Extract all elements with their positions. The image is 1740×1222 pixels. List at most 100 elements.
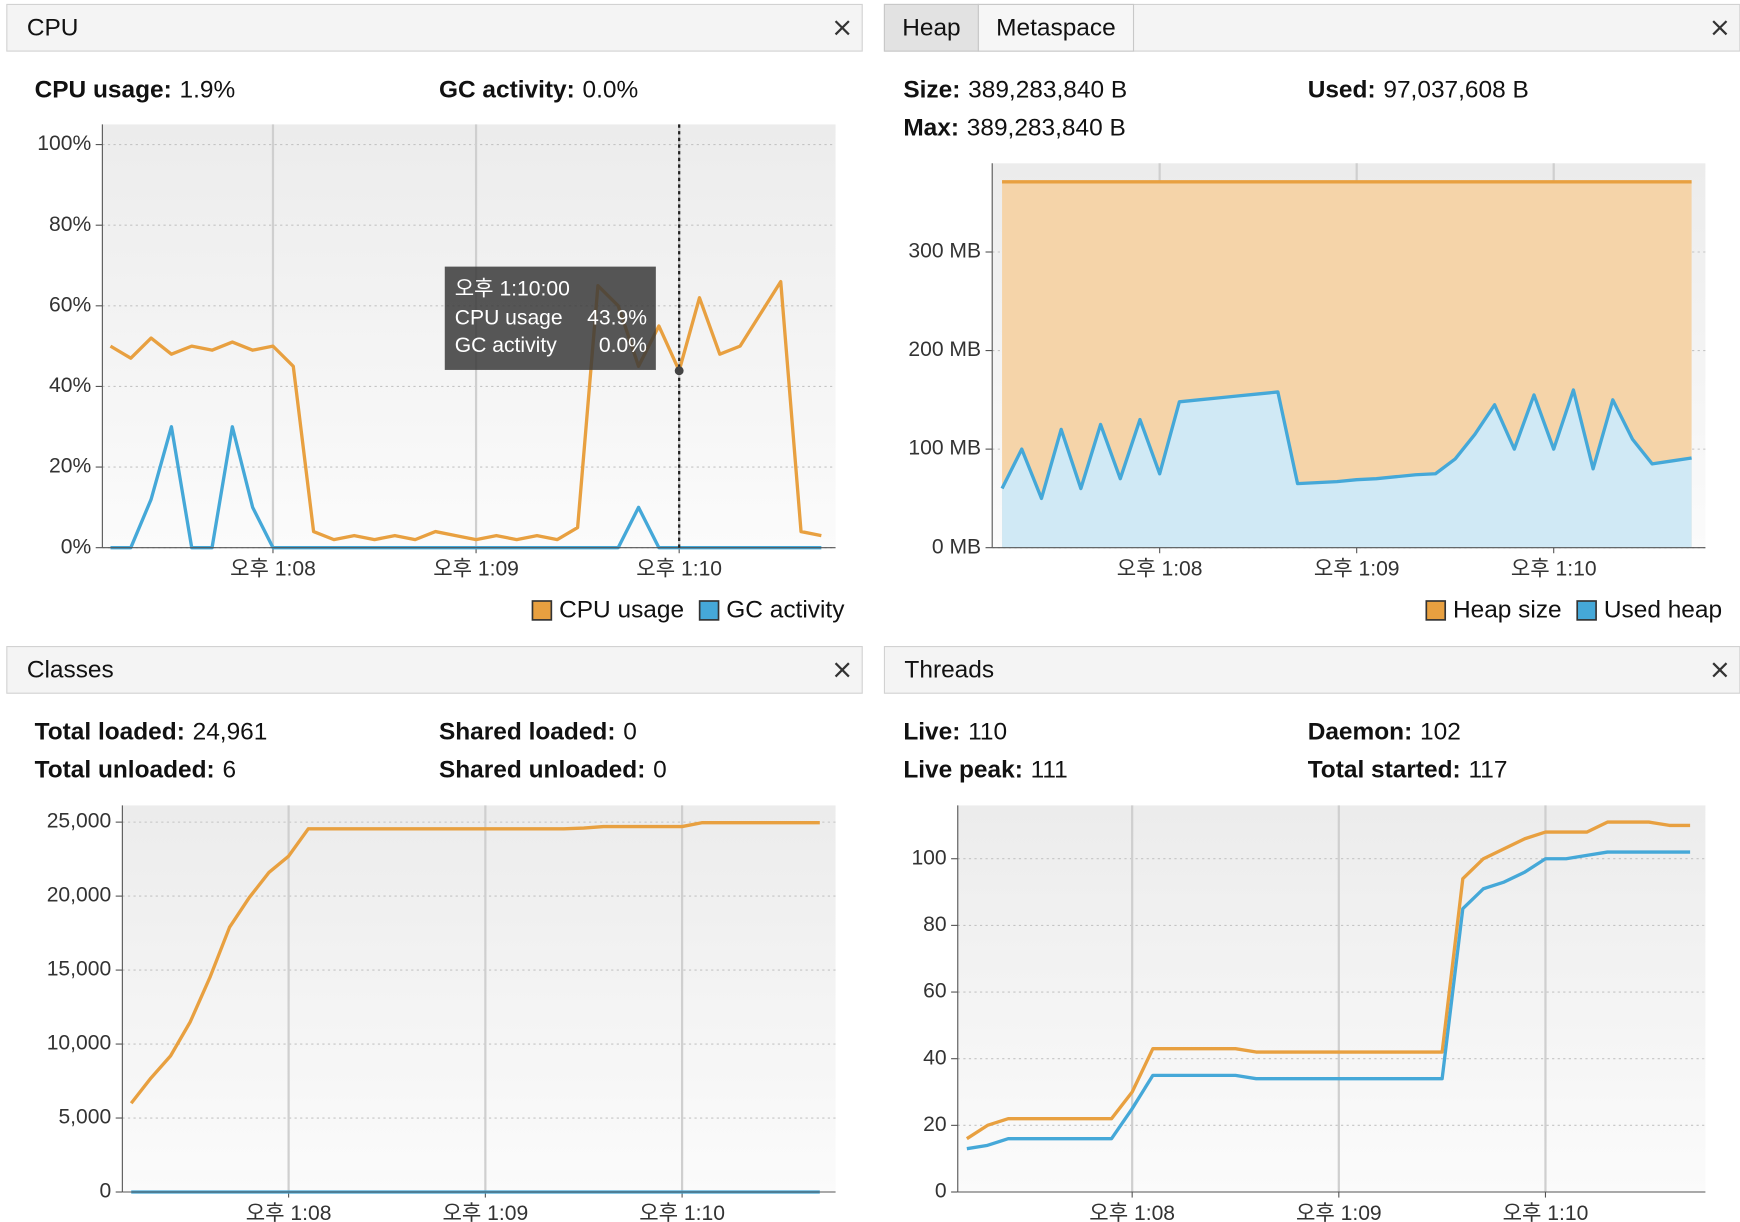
panel-title: Threads — [904, 656, 994, 683]
x-tick-label: 오후 1:08 — [230, 557, 316, 580]
tooltip-box — [444, 266, 656, 370]
plot-area — [122, 805, 836, 1193]
x-tick-label: 오후 1:09 — [442, 1202, 528, 1222]
plot-area — [957, 805, 1706, 1193]
legend-label: Used heap — [1604, 596, 1722, 623]
stat-label: GC activity: — [439, 77, 575, 104]
series-line — [129, 821, 820, 1105]
close-button[interactable] — [1712, 20, 1728, 36]
legend-swatch — [698, 600, 720, 621]
panel-title: Classes — [27, 656, 114, 683]
close-button[interactable] — [834, 662, 850, 678]
panel-title: CPU — [27, 14, 79, 41]
x-tick-label: 오후 1:10 — [639, 1202, 725, 1222]
x-tick-label: 오후 1:10 — [636, 557, 722, 580]
stat-value: 111 — [1031, 756, 1068, 783]
y-tick-label: 20,000 — [47, 884, 112, 907]
stat-label: Live peak: — [903, 756, 1023, 783]
stat-label: Total started: — [1308, 756, 1461, 783]
stat-value: 0.0% — [583, 77, 639, 104]
y-tick-label: 60% — [49, 293, 91, 316]
y-tick-label: 25,000 — [47, 810, 112, 833]
x-tick-label: 오후 1:08 — [1089, 1202, 1175, 1222]
legend-swatch — [531, 600, 553, 621]
tooltip-name: GC activity — [455, 334, 557, 357]
stat-label: Daemon: — [1308, 719, 1413, 746]
stat-value: 0 — [623, 719, 637, 746]
stat-label: Shared loaded: — [439, 719, 616, 746]
series-line — [965, 820, 1691, 1141]
x-tick-label: 오후 1:10 — [1511, 557, 1597, 580]
cursor-dot — [674, 366, 684, 376]
legend-label: GC activity — [726, 596, 845, 623]
stat-label: Max: — [903, 114, 959, 141]
tab-label[interactable]: Heap — [902, 14, 960, 41]
x-tick-label: 오후 1:09 — [1314, 557, 1400, 580]
legend-label: CPU usage — [559, 596, 684, 623]
tooltip-value: 43.9% — [587, 306, 647, 329]
legend-swatch — [1576, 600, 1597, 621]
y-tick-label: 80 — [923, 913, 946, 936]
stat-label: Total unloaded: — [35, 756, 215, 783]
stat-value: 389,283,840 B — [968, 77, 1127, 104]
panel-header — [6, 645, 863, 694]
y-tick-label: 0% — [61, 535, 92, 558]
y-tick-label: 40% — [49, 374, 91, 397]
y-tick-label: 20% — [49, 455, 91, 478]
y-tick-label: 0 MB — [932, 535, 981, 558]
close-button[interactable] — [1712, 662, 1728, 678]
stat-label: Live: — [903, 719, 960, 746]
tooltip-value: 0.0% — [599, 334, 647, 357]
y-tick-label: 100% — [37, 132, 91, 155]
stat-value: 110 — [968, 719, 1007, 746]
area-fill — [1002, 389, 1692, 548]
legend-swatch — [1425, 600, 1447, 621]
stat-label: Shared unloaded: — [439, 756, 645, 783]
y-tick-label: 100 — [911, 846, 946, 869]
x-tick-label: 오후 1:09 — [433, 557, 519, 580]
stat-value: 6 — [222, 756, 236, 783]
y-tick-label: 0 — [935, 1180, 947, 1203]
close-button[interactable] — [834, 20, 850, 36]
stat-value: 97,037,608 B — [1383, 77, 1528, 104]
y-tick-label: 10,000 — [47, 1032, 112, 1055]
stat-value: 389,283,840 B — [967, 114, 1126, 141]
series-line — [966, 850, 1691, 1151]
y-tick-label: 15,000 — [47, 958, 112, 981]
stat-label: Used: — [1308, 77, 1376, 104]
series-line — [1000, 388, 1692, 501]
panel-header — [6, 3, 863, 52]
legend-label: Heap size — [1453, 596, 1562, 623]
stat-value: 24,961 — [193, 719, 268, 746]
stat-value: 117 — [1468, 756, 1507, 783]
panel-header — [883, 645, 1740, 694]
y-tick-label: 200 MB — [908, 338, 981, 361]
stat-label: Total loaded: — [35, 719, 185, 746]
y-tick-label: 0 — [100, 1180, 112, 1203]
series-line — [109, 279, 822, 542]
x-tick-label: 오후 1:09 — [1296, 1202, 1382, 1222]
y-tick-label: 80% — [49, 213, 91, 236]
tooltip-name: CPU usage — [455, 306, 563, 329]
x-tick-label: 오후 1:08 — [1117, 557, 1203, 580]
stat-label: Size: — [903, 77, 960, 104]
stat-value: 1.9% — [180, 77, 236, 104]
x-tick-label: 오후 1:10 — [1503, 1202, 1589, 1222]
y-tick-label: 60 — [923, 980, 946, 1003]
y-tick-label: 100 MB — [908, 437, 981, 460]
y-tick-label: 300 MB — [908, 240, 981, 263]
y-tick-label: 40 — [923, 1046, 946, 1069]
tab-label[interactable]: Metaspace — [996, 14, 1116, 41]
stat-value: 102 — [1420, 719, 1461, 746]
area-underlay — [1002, 389, 1692, 548]
stat-value: 0 — [653, 756, 667, 783]
x-tick-label: 오후 1:08 — [246, 1202, 332, 1222]
y-tick-label: 5,000 — [58, 1106, 111, 1129]
tooltip-title: 오후 1:10:00 — [455, 278, 570, 301]
y-tick-label: 20 — [923, 1113, 946, 1136]
tab[interactable] — [977, 3, 1135, 52]
stat-label: CPU usage: — [35, 77, 172, 104]
